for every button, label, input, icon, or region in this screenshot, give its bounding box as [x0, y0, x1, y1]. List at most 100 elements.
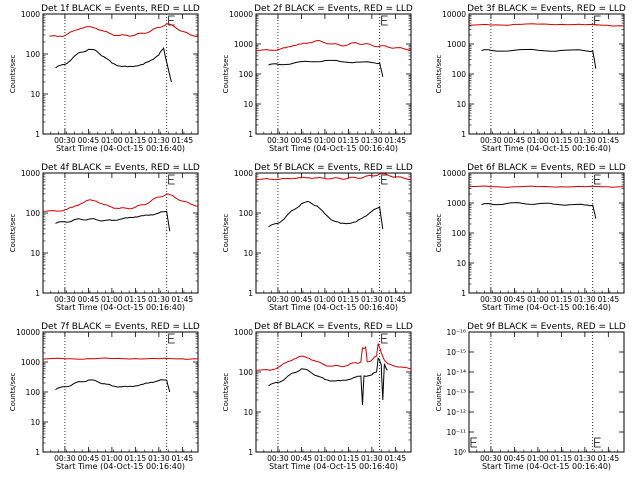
y-tick-label: 10 — [243, 408, 253, 417]
x-tick-label: 01:30 — [361, 136, 383, 145]
x-tick-label: 01:15 — [338, 136, 360, 145]
y-tick-label: 10⁻¹⁴ — [446, 368, 466, 377]
y-tick-label: 10⁻¹³ — [446, 388, 466, 397]
events-series-line — [55, 379, 171, 393]
x-axis-label: Start Time (04-Oct-15 00:16:40) — [269, 303, 398, 312]
y-tick-label: 1 — [35, 448, 40, 457]
events-series-line — [268, 357, 388, 406]
lld-series-line — [42, 357, 199, 360]
x-axis-label: Start Time (04-Oct-15 00:16:40) — [482, 462, 611, 471]
y-tick-label: 1 — [248, 130, 253, 139]
y-tick-label: 1000 — [234, 40, 253, 49]
y-axis-label: Counts/sec — [222, 55, 230, 94]
y-tick-label: 1000 — [234, 328, 253, 337]
x-tick-label: 01:00 — [101, 295, 123, 304]
plot-frame — [255, 331, 412, 453]
x-tick-label: 00:30 — [267, 454, 289, 463]
x-tick-label: 00:30 — [267, 136, 289, 145]
y-tick-label: 1000 — [447, 40, 466, 49]
y-tick-label: 10 — [456, 259, 466, 268]
y-tick-label: 100 — [452, 229, 467, 238]
y-tick-label: 100 — [239, 209, 254, 218]
y-axis-label: Counts/sec — [9, 55, 17, 94]
x-tick-label: 00:45 — [291, 295, 313, 304]
events-series-line — [481, 202, 597, 219]
panel-title: Det 5f BLACK = Events, RED = LLD — [254, 163, 413, 173]
x-tick-label: 01:15 — [551, 136, 573, 145]
y-tick-label: 10⁻¹⁵ — [446, 348, 466, 357]
plot-frame — [468, 331, 625, 453]
x-tick-label: 01:45 — [385, 454, 407, 463]
panel-det-2: Det 2f BLACK = Events, RED = LLD 1 10 100 10… — [222, 4, 413, 153]
y-axis-label: Counts/sec — [435, 373, 443, 412]
x-tick-label: 00:30 — [54, 295, 76, 304]
lld-series-line — [255, 39, 412, 52]
lld-series-line — [255, 343, 412, 371]
marker-flag — [381, 15, 388, 26]
y-tick-label: 10⁰ — [453, 448, 466, 457]
x-tick-label: 00:45 — [291, 136, 313, 145]
x-tick-label: 01:00 — [314, 454, 336, 463]
y-tick-label: 100 — [452, 70, 467, 79]
x-axis-label: Start Time (04-Oct-15 00:16:40) — [269, 462, 398, 471]
x-tick-label: 01:15 — [125, 136, 147, 145]
y-tick-label: 10000 — [442, 10, 466, 19]
x-tick-label: 00:30 — [267, 295, 289, 304]
x-tick-label: 01:30 — [361, 295, 383, 304]
panel-det-7: Det 7f BLACK = Events, RED = LLD 1 10 100 10… — [9, 322, 200, 471]
x-tick-label: 01:15 — [125, 295, 147, 304]
panel-det-1: Det 1f BLACK = Events, RED = LLD 1 10 100 10… — [9, 4, 200, 153]
y-tick-label: 10000 — [16, 328, 40, 337]
plot-frame — [42, 331, 199, 453]
panel-title: Det 1f BLACK = Events, RED = LLD — [41, 4, 200, 14]
x-tick-label: 01:30 — [574, 295, 596, 304]
y-tick-label: 100 — [26, 50, 41, 59]
plot-frame — [468, 13, 625, 135]
panel-det-6: Det 6f BLACK = Events, RED = LLD 1 10 100 10… — [435, 163, 626, 312]
plot-frame — [255, 172, 412, 294]
x-tick-label: 01:15 — [338, 454, 360, 463]
x-axis-label: Start Time (04-Oct-15 00:16:40) — [56, 303, 185, 312]
y-tick-label: 1 — [248, 289, 253, 298]
x-tick-label: 01:45 — [598, 454, 620, 463]
marker-flag — [168, 174, 175, 185]
x-tick-label: 01:00 — [527, 136, 549, 145]
panel-title: Det 9f BLACK = Events, RED = LLD — [467, 322, 626, 332]
lld-series-line — [49, 23, 199, 38]
y-axis-label: Counts/sec — [9, 373, 17, 412]
x-tick-label: 00:45 — [78, 454, 100, 463]
y-tick-label: 1000 — [234, 169, 253, 178]
y-tick-label: 100 — [239, 368, 254, 377]
lld-series-line — [42, 193, 199, 212]
plot-frame — [42, 172, 199, 294]
x-tick-label: 00:30 — [54, 454, 76, 463]
x-axis-label: Start Time (04-Oct-15 00:16:40) — [56, 462, 185, 471]
y-tick-label: 1 — [35, 289, 40, 298]
x-tick-label: 00:30 — [480, 295, 502, 304]
plot-frame — [42, 13, 199, 135]
x-axis-label: Start Time (04-Oct-15 00:16:40) — [56, 144, 185, 153]
y-tick-label: 10 — [243, 249, 253, 258]
panel-det-8: Det 8f BLACK = Events, RED = LLD 1 10 100 10… — [222, 322, 413, 471]
events-series-line — [55, 47, 172, 83]
y-tick-label: 10⁻¹² — [446, 408, 466, 417]
x-tick-label: 00:45 — [504, 136, 526, 145]
panel-title: Det 7f BLACK = Events, RED = LLD — [41, 322, 200, 332]
x-tick-label: 01:00 — [527, 295, 549, 304]
panel-det-4: Det 4f BLACK = Events, RED = LLD 1 10 100 10… — [9, 163, 200, 312]
marker-flag — [594, 15, 601, 26]
x-axis-label: Start Time (04-Oct-15 00:16:40) — [482, 144, 611, 153]
x-tick-label: 01:00 — [527, 454, 549, 463]
marker-flag — [381, 333, 388, 344]
x-tick-label: 01:30 — [361, 454, 383, 463]
y-tick-label: 1000 — [21, 358, 40, 367]
marker-flag — [168, 15, 175, 26]
x-tick-label: 00:45 — [78, 295, 100, 304]
x-tick-label: 00:30 — [54, 136, 76, 145]
y-tick-label: 1000 — [21, 10, 40, 19]
lld-series-line — [255, 173, 412, 181]
panel-det-9: Det 9f BLACK = Events, RED = LLD 10⁰ 10⁻¹¹… — [435, 322, 626, 471]
x-tick-label: 01:45 — [598, 136, 620, 145]
x-tick-label: 01:15 — [338, 295, 360, 304]
x-tick-label: 00:45 — [78, 136, 100, 145]
